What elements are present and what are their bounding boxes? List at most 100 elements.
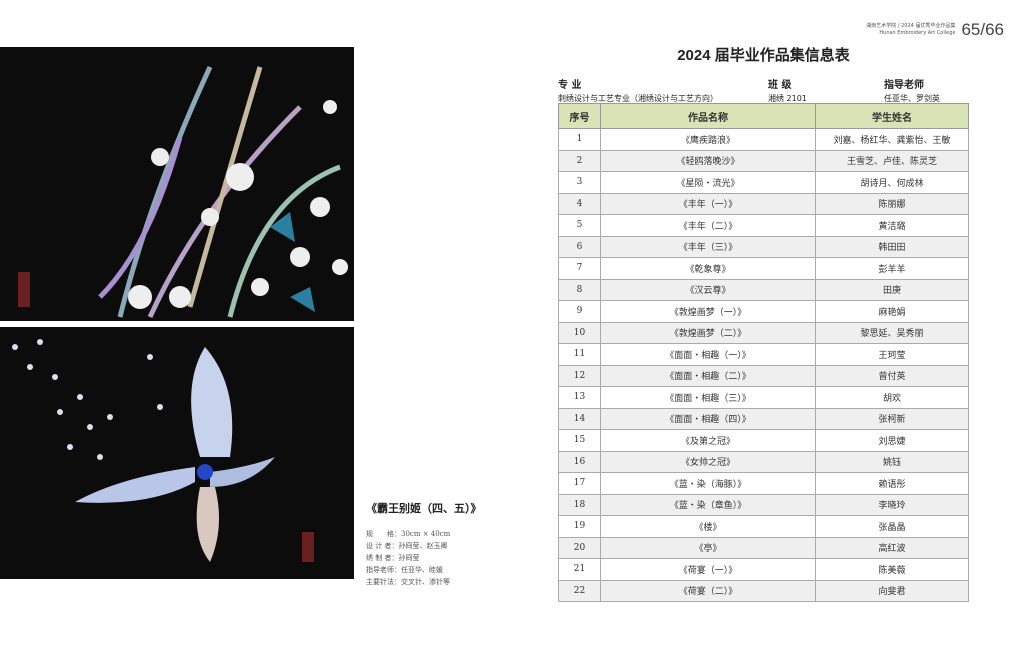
- cell-student-name: 张柯新: [815, 407, 969, 430]
- teacher-value: 任亚华、罗剑英: [884, 94, 940, 103]
- cell-work-title: 《丰年（三）》: [600, 235, 816, 258]
- table-row: 4 《丰年（一）》 陈丽娜: [558, 192, 969, 215]
- cell-student-name: 陈丽娜: [815, 192, 969, 215]
- cell-work-title: 《亭》: [600, 536, 816, 559]
- cell-student-name: 田庚: [815, 278, 969, 301]
- cell-index: 10: [558, 321, 601, 344]
- table-row: 5 《丰年（二）》 黄洁璐: [558, 214, 969, 237]
- cell-work-title: 《鹰疾踏浪》: [600, 128, 816, 151]
- table-row: 13 《面面・相趣（三）》 胡欢: [558, 386, 969, 409]
- cell-work-title: 《敦煌画梦（二）》: [600, 321, 816, 344]
- embroidery-image-flowers: [0, 47, 354, 321]
- cell-index: 22: [558, 579, 601, 602]
- artwork-title: 《霸王别姬（四、五）》: [366, 502, 482, 515]
- table-row: 15 《及第之冠》 刘思婕: [558, 429, 969, 452]
- table-row: 21 《荷宴（一）》 陈美薇: [558, 558, 969, 581]
- table-row: 7 《乾象尊》 彭羊羊: [558, 257, 969, 280]
- table-row: 10 《敦煌画梦（二）》 黎思延、吴秀丽: [558, 321, 969, 344]
- table-row: 16 《女帅之冠》 姚钰: [558, 450, 969, 473]
- teacher-info: 指导老师任亚华、罗剑英: [884, 76, 940, 104]
- cell-work-title: 《轻鸥落晚沙》: [600, 149, 816, 172]
- cell-index: 5: [558, 214, 601, 237]
- table-row: 3 《星陨・流光》 胡诗月、何成林: [558, 171, 969, 194]
- cell-work-title: 《楼》: [600, 515, 816, 538]
- table-row: 14 《面面・相趣（四）》 张柯新: [558, 407, 969, 430]
- header-index: 序号: [558, 103, 601, 129]
- cell-index: 2: [558, 149, 601, 172]
- cell-index: 18: [558, 493, 601, 516]
- cell-work-title: 《面面・相趣（一）》: [600, 343, 816, 366]
- cell-index: 19: [558, 515, 601, 538]
- cell-index: 15: [558, 429, 601, 452]
- cell-work-title: 《面面・相趣（三）》: [600, 386, 816, 409]
- cell-student-name: 赖语彤: [815, 472, 969, 495]
- cell-index: 1: [558, 128, 601, 151]
- cell-work-title: 《丰年（二）》: [600, 214, 816, 237]
- cell-work-title: 《女帅之冠》: [600, 450, 816, 473]
- table-row: 22 《荷宴（二）》 向斐君: [558, 579, 969, 602]
- cell-student-name: 麻艳娟: [815, 300, 969, 323]
- cell-work-title: 《汉云尊》: [600, 278, 816, 301]
- cell-student-name: 曾付英: [815, 364, 969, 387]
- cell-work-title: 《荷宴（一）》: [600, 558, 816, 581]
- table-row: 20 《亭》 高红波: [558, 536, 969, 559]
- cell-work-title: 《荷宴（二）》: [600, 579, 816, 602]
- caption-line: 设 计 者：孙冏莹、赵玉卿: [366, 542, 448, 550]
- caption-line: 规 格：30cm × 40cm: [366, 530, 451, 538]
- cell-index: 11: [558, 343, 601, 366]
- cell-student-name: 高红波: [815, 536, 969, 559]
- teacher-label: 指导老师: [884, 80, 924, 91]
- major-value: 刺绣设计与工艺专业（湘绣设计与工艺方向）: [558, 94, 718, 103]
- cell-index: 21: [558, 558, 601, 581]
- cell-work-title: 《丰年（一）》: [600, 192, 816, 215]
- table-row: 6 《丰年（三）》 韩田田: [558, 235, 969, 258]
- cell-work-title: 《蓝・染（海豚）》: [600, 472, 816, 495]
- cell-index: 14: [558, 407, 601, 430]
- page-number: 65/66: [961, 20, 1004, 39]
- cell-work-title: 《蓝・染（章鱼）》: [600, 493, 816, 516]
- table-row: 12 《面面・相趣（二）》 曾付英: [558, 364, 969, 387]
- cell-work-title: 《星陨・流光》: [600, 171, 816, 194]
- major-label: 专 业: [558, 80, 582, 91]
- cell-student-name: 陈美薇: [815, 558, 969, 581]
- cell-index: 6: [558, 235, 601, 258]
- cell-index: 12: [558, 364, 601, 387]
- college-name: Hunan Embroidery Art College: [879, 30, 956, 36]
- cell-student-name: 王雪芝、卢佳、陈灵芝: [815, 149, 969, 172]
- cell-index: 17: [558, 472, 601, 495]
- cell-index: 4: [558, 192, 601, 215]
- cell-student-name: 韩田田: [815, 235, 969, 258]
- caption-line: 主要针法：交叉针、渗针等: [366, 578, 450, 586]
- class-value: 湘绣 2101: [768, 94, 807, 103]
- class-info: 班 级湘绣 2101: [768, 76, 807, 104]
- cell-student-name: 王珂莹: [815, 343, 969, 366]
- works-table: 序号 作品名称 学生姓名 1 《鹰疾踏浪》 刘嘉、杨红华、龚紫怡、王敏 2 《轻鸥落晚沙…: [558, 103, 969, 602]
- caption-line: 绣 制 者：孙冏莹: [366, 554, 420, 562]
- cell-student-name: 胡诗月、何成林: [815, 171, 969, 194]
- cell-student-name: 刘嘉、杨红华、龚紫怡、王敏: [815, 128, 969, 151]
- cell-student-name: 彭羊羊: [815, 257, 969, 280]
- header-student-name: 学生姓名: [815, 103, 969, 129]
- cell-index: 13: [558, 386, 601, 409]
- cell-student-name: 向斐君: [815, 579, 969, 602]
- cell-work-title: 《敦煌画梦（一）》: [600, 300, 816, 323]
- cell-student-name: 黄洁璐: [815, 214, 969, 237]
- table-row: 17 《蓝・染（海豚）》 赖语彤: [558, 472, 969, 495]
- cell-work-title: 《及第之冠》: [600, 429, 816, 452]
- cell-student-name: 张晶晶: [815, 515, 969, 538]
- book-title: 湖南艺术学院 / 2024 届优秀毕业作品集: [866, 23, 956, 29]
- cell-student-name: 姚钰: [815, 450, 969, 473]
- artwork-caption: 《霸王别姬（四、五）》 规 格：30cm × 40cm 设 计 者：孙冏莹、赵玉…: [366, 500, 482, 588]
- cell-index: 16: [558, 450, 601, 473]
- class-label: 班 级: [768, 80, 792, 91]
- cell-student-name: 胡欢: [815, 386, 969, 409]
- table-row: 9 《敦煌画梦（一）》 麻艳娟: [558, 300, 969, 323]
- cell-student-name: 黎思延、吴秀丽: [815, 321, 969, 344]
- table-row: 8 《汉云尊》 田庚: [558, 278, 969, 301]
- header-work-title: 作品名称: [600, 103, 816, 129]
- cell-student-name: 刘思婕: [815, 429, 969, 452]
- major-info: 专 业刺绣设计与工艺专业（湘绣设计与工艺方向）: [558, 76, 718, 104]
- cell-work-title: 《面面・相趣（二）》: [600, 364, 816, 387]
- cell-index: 20: [558, 536, 601, 559]
- cell-student-name: 李晓玲: [815, 493, 969, 516]
